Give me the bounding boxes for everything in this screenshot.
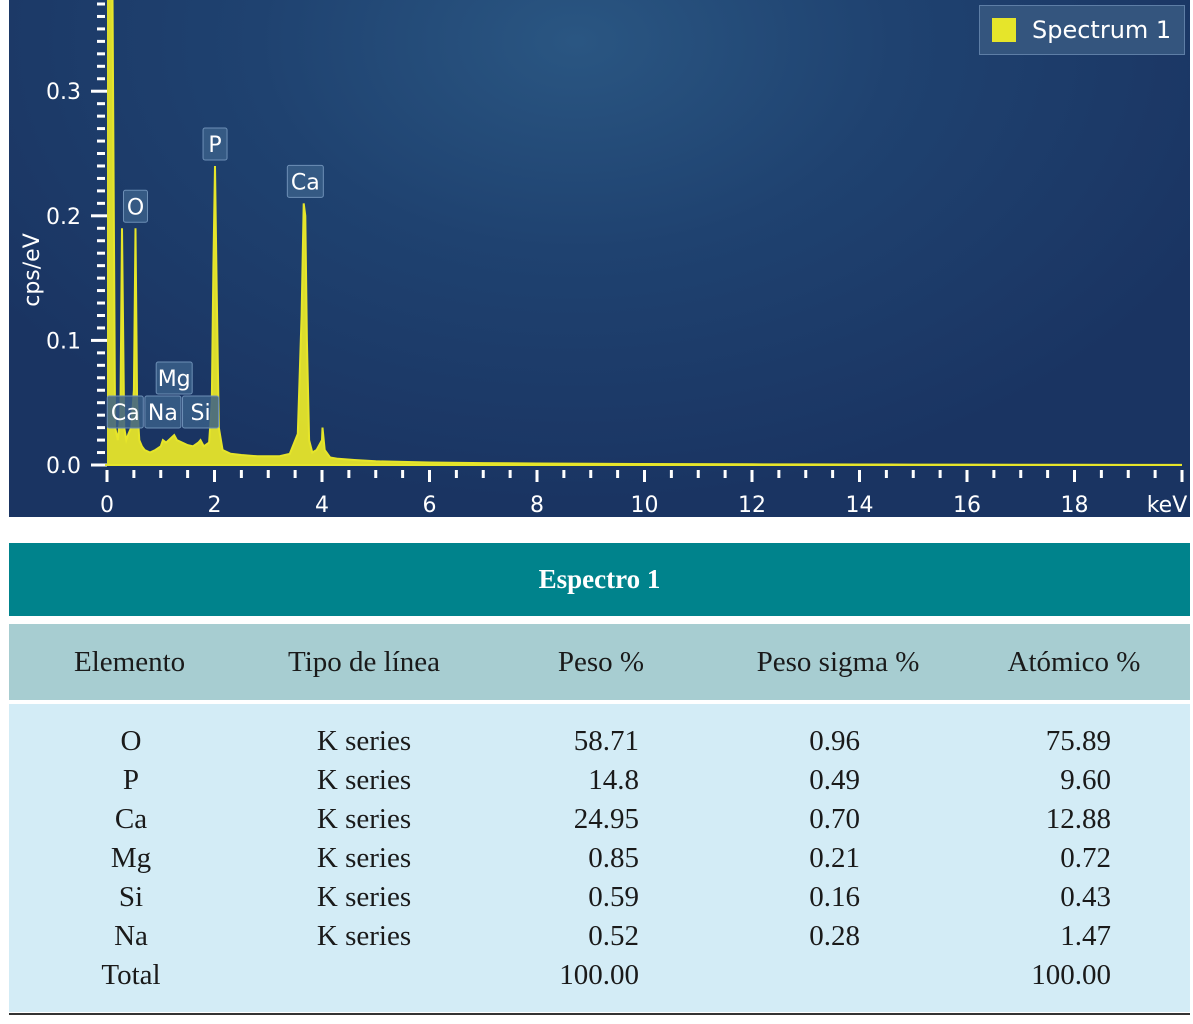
cell-peso: 0.52 bbox=[588, 920, 639, 952]
spectrum-area bbox=[107, 0, 1182, 465]
header-peso: Peso % bbox=[557, 646, 645, 678]
x-tick-label: 2 bbox=[208, 493, 222, 517]
peak-label: Si bbox=[190, 401, 210, 426]
table-row: O K series 58.71 0.96 75.89 bbox=[9, 722, 1190, 761]
cell-atomico: 0.43 bbox=[1060, 881, 1111, 913]
cell-elemento: O bbox=[120, 725, 142, 757]
table-row: Si K series 0.59 0.16 0.43 bbox=[9, 878, 1190, 917]
x-tick-label: 4 bbox=[315, 493, 329, 517]
cell-elemento: Na bbox=[114, 920, 148, 952]
peak-label-box bbox=[155, 361, 193, 395]
table-title-bar: Espectro 1 bbox=[9, 543, 1190, 616]
peak-label-box bbox=[202, 127, 228, 161]
cell-peso: 100.00 bbox=[559, 959, 639, 991]
cell-tipo: K series bbox=[316, 725, 412, 757]
cell-elemento: P bbox=[122, 764, 140, 796]
header-elemento: Elemento bbox=[74, 646, 186, 678]
x-tick-label: 12 bbox=[738, 493, 766, 517]
cell-peso-sigma: 0.96 bbox=[809, 725, 860, 757]
cell-elemento: Total bbox=[101, 959, 161, 991]
x-axis-label: keV bbox=[1147, 493, 1188, 517]
table-row: Na K series 0.52 0.28 1.47 bbox=[9, 917, 1190, 956]
spectrum-chart-svg: 0.0 0.1 0.2 0.3 0 2 4 6 8 10 12 14 16 18 keV cps/eV O P Ca… bbox=[20, 0, 1188, 517]
peak-label-box bbox=[182, 395, 220, 429]
peak-label-box bbox=[144, 395, 182, 429]
cell-peso-sigma: 0.70 bbox=[809, 803, 860, 835]
cell-atomico: 12.88 bbox=[1045, 803, 1111, 835]
x-tick-label: 0 bbox=[100, 493, 114, 517]
table-body: O K series 58.71 0.96 75.89 P K series 14.8 0.49… bbox=[9, 704, 1190, 1012]
x-tick-label: 14 bbox=[846, 493, 874, 517]
y-tick-label: 0.1 bbox=[46, 329, 81, 354]
header-tipo-de-linea: Tipo de línea bbox=[288, 646, 440, 678]
header-peso-sigma: Peso sigma % bbox=[756, 646, 920, 678]
cell-elemento: Mg bbox=[110, 842, 152, 874]
x-tick-label: 10 bbox=[631, 493, 659, 517]
table-header: Elemento Tipo de línea Peso % Peso sigma… bbox=[9, 624, 1190, 700]
x-tick-label: 6 bbox=[423, 493, 437, 517]
cell-tipo: K series bbox=[316, 842, 412, 874]
peak-label: Ca bbox=[291, 170, 320, 195]
cell-atomico: 100.00 bbox=[1031, 959, 1111, 991]
header-atomico: Atómico % bbox=[1007, 646, 1141, 678]
cell-atomico: 1.47 bbox=[1060, 920, 1111, 952]
table-title: Espectro 1 bbox=[538, 564, 661, 594]
legend-label: Spectrum 1 bbox=[1032, 16, 1172, 44]
cell-peso: 58.71 bbox=[573, 725, 639, 757]
y-tick-label: 0.0 bbox=[46, 454, 81, 479]
legend-swatch bbox=[992, 18, 1016, 42]
spectrum-chart: 0.0 0.1 0.2 0.3 0 2 4 6 8 10 12 14 16 18 keV cps/eV O P Ca… bbox=[9, 0, 1190, 517]
cell-tipo: K series bbox=[316, 920, 412, 952]
peak-label: P bbox=[208, 133, 221, 158]
x-tick-label: 16 bbox=[953, 493, 981, 517]
peak-label: Ca bbox=[111, 401, 140, 426]
peak-label-box bbox=[122, 189, 148, 223]
y-axis-label: cps/eV bbox=[20, 233, 45, 307]
cell-peso: 14.8 bbox=[588, 764, 639, 796]
chart-legend: Spectrum 1 bbox=[979, 5, 1185, 55]
cell-peso-sigma: 0.28 bbox=[809, 920, 860, 952]
cell-peso-sigma: 0.16 bbox=[809, 881, 860, 913]
cell-peso: 0.85 bbox=[588, 842, 639, 874]
table-row: Mg K series 0.85 0.21 0.72 bbox=[9, 839, 1190, 878]
cell-tipo: K series bbox=[316, 764, 412, 796]
peak-label-box bbox=[106, 395, 144, 429]
peak-label: O bbox=[127, 195, 144, 220]
cell-peso-sigma: 0.49 bbox=[809, 764, 860, 796]
table-row: Ca K series 24.95 0.70 12.88 bbox=[9, 800, 1190, 839]
cell-atomico: 75.89 bbox=[1045, 725, 1111, 757]
spectrum-line bbox=[111, 0, 1182, 466]
cell-peso-sigma: 0.21 bbox=[809, 842, 860, 874]
peak-label: Na bbox=[148, 401, 178, 426]
cell-peso: 24.95 bbox=[573, 803, 639, 835]
cell-tipo: K series bbox=[316, 803, 412, 835]
cell-peso: 0.59 bbox=[588, 881, 639, 913]
y-tick-label: 0.2 bbox=[46, 205, 81, 230]
cell-atomico: 9.60 bbox=[1060, 764, 1111, 796]
table-row: Total 100.00 100.00 bbox=[9, 956, 1190, 995]
x-tick-label: 18 bbox=[1061, 493, 1089, 517]
cell-atomico: 0.72 bbox=[1060, 842, 1111, 874]
cell-elemento: Ca bbox=[114, 803, 148, 835]
peak-label-box bbox=[286, 164, 324, 198]
y-tick-label: 0.3 bbox=[46, 80, 81, 105]
table-row: P K series 14.8 0.49 9.60 bbox=[9, 761, 1190, 800]
cell-tipo: K series bbox=[316, 881, 412, 913]
table-bottom-rule bbox=[9, 1013, 1190, 1015]
x-tick-label: 8 bbox=[530, 493, 544, 517]
peak-label: Mg bbox=[158, 367, 191, 392]
cell-elemento: Si bbox=[118, 881, 144, 913]
